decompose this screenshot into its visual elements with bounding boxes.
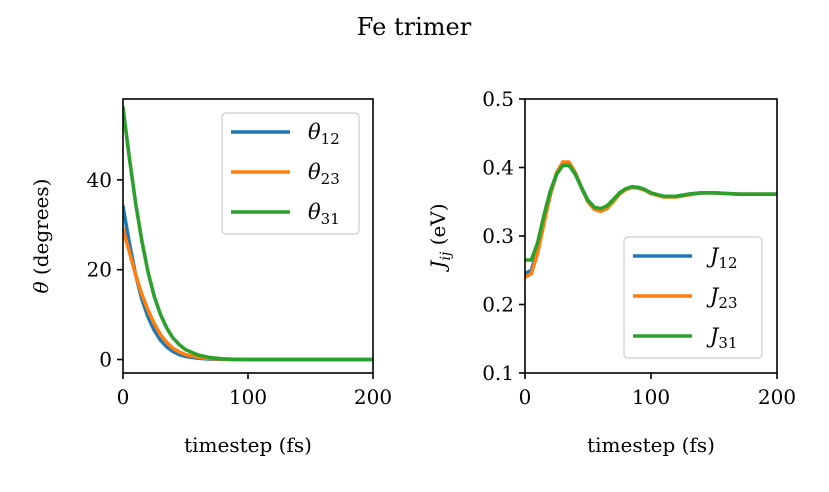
- legend-label-base: θ: [308, 120, 321, 144]
- legend-label-J12: J12: [706, 244, 738, 272]
- legend-label-sub: 12: [718, 254, 737, 272]
- legend-label-base: J: [706, 244, 720, 268]
- x-tick-label: 200: [758, 385, 796, 409]
- x-tick-label: 100: [229, 385, 267, 409]
- legend-label-θ31: θ31: [308, 200, 340, 228]
- legend-label-sub: 31: [321, 210, 340, 228]
- legend-label-sub: 23: [321, 170, 340, 188]
- x-axis-label: timestep (fs): [587, 433, 715, 457]
- x-tick-label: 100: [632, 385, 670, 409]
- y-axis-label-part: θ: [29, 281, 53, 293]
- legend-box: [623, 236, 763, 359]
- legend-label-sub: 12: [321, 130, 340, 148]
- y-axis-label: Jij (eV): [426, 203, 454, 272]
- x-tick-label: 0: [519, 385, 532, 409]
- y-tick-label: 0.4: [482, 156, 514, 180]
- legend-label-sub: 23: [718, 294, 737, 312]
- legend-label-base: θ: [308, 160, 321, 184]
- legend-label-θ23: θ23: [308, 160, 340, 188]
- y-tick-label: 0: [99, 348, 112, 372]
- series-line-J31: [525, 163, 777, 262]
- legend-label-base: J: [706, 284, 720, 308]
- legend-box: [221, 112, 360, 235]
- y-axis-label-part: J: [426, 260, 450, 273]
- y-tick-label: 40: [87, 168, 112, 192]
- y-axis-label-part: (degrees): [29, 179, 53, 282]
- legend-label-base: θ: [308, 200, 321, 224]
- x-axis-label: timestep (fs): [184, 433, 312, 457]
- x-tick-label: 200: [354, 385, 392, 409]
- legend-label-J23: J23: [706, 284, 738, 312]
- legend-label-θ12: θ12: [308, 120, 340, 148]
- legend-label-J31: J31: [706, 324, 738, 352]
- series-line-θ31: [123, 105, 373, 362]
- x-tick-label: 0: [117, 385, 130, 409]
- y-axis-label-part: ij: [438, 251, 454, 260]
- y-tick-label: 0.5: [482, 87, 514, 111]
- legend-label-sub: 31: [718, 334, 737, 352]
- exchange-panel: 0 100 200 0.1 0.2 0.3 0.4 0.5 timestep (fs) Jij (…: [426, 87, 796, 457]
- y-tick-label: 0.3: [482, 224, 514, 248]
- legend-label-base: J: [706, 324, 720, 348]
- y-axis-label-part: (eV): [426, 203, 450, 251]
- y-tick-label: 20: [87, 258, 112, 282]
- y-axis-label: θ (degrees): [29, 179, 53, 294]
- y-tick-label: 0.2: [482, 293, 514, 317]
- y-tick-label: 0.1: [482, 361, 514, 385]
- figure-title: Fe trimer: [357, 13, 472, 41]
